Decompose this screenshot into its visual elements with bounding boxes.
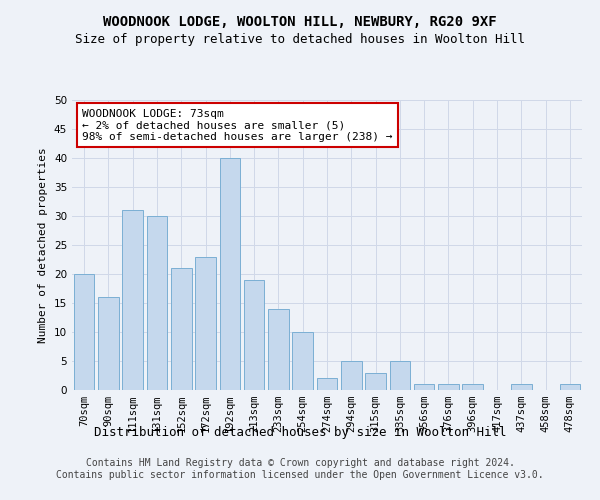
Bar	[414, 384, 434, 390]
Bar	[244, 280, 265, 390]
Bar	[171, 268, 191, 390]
Bar	[146, 216, 167, 390]
Text: WOODNOOK LODGE: 73sqm
← 2% of detached houses are smaller (5)
98% of semi-detach: WOODNOOK LODGE: 73sqm ← 2% of detached h…	[82, 108, 392, 142]
Bar	[389, 361, 410, 390]
Text: Contains HM Land Registry data © Crown copyright and database right 2024.
Contai: Contains HM Land Registry data © Crown c…	[56, 458, 544, 480]
Bar	[268, 309, 289, 390]
Bar	[195, 256, 216, 390]
Bar	[560, 384, 580, 390]
Bar	[511, 384, 532, 390]
Bar	[122, 210, 143, 390]
Bar	[341, 361, 362, 390]
Bar	[463, 384, 483, 390]
Y-axis label: Number of detached properties: Number of detached properties	[38, 147, 49, 343]
Bar	[98, 297, 119, 390]
Bar	[220, 158, 240, 390]
Bar	[292, 332, 313, 390]
Bar	[438, 384, 459, 390]
Text: Distribution of detached houses by size in Woolton Hill: Distribution of detached houses by size …	[94, 426, 506, 439]
Text: Size of property relative to detached houses in Woolton Hill: Size of property relative to detached ho…	[75, 32, 525, 46]
Bar	[317, 378, 337, 390]
Text: WOODNOOK LODGE, WOOLTON HILL, NEWBURY, RG20 9XF: WOODNOOK LODGE, WOOLTON HILL, NEWBURY, R…	[103, 15, 497, 29]
Bar	[74, 274, 94, 390]
Bar	[365, 372, 386, 390]
